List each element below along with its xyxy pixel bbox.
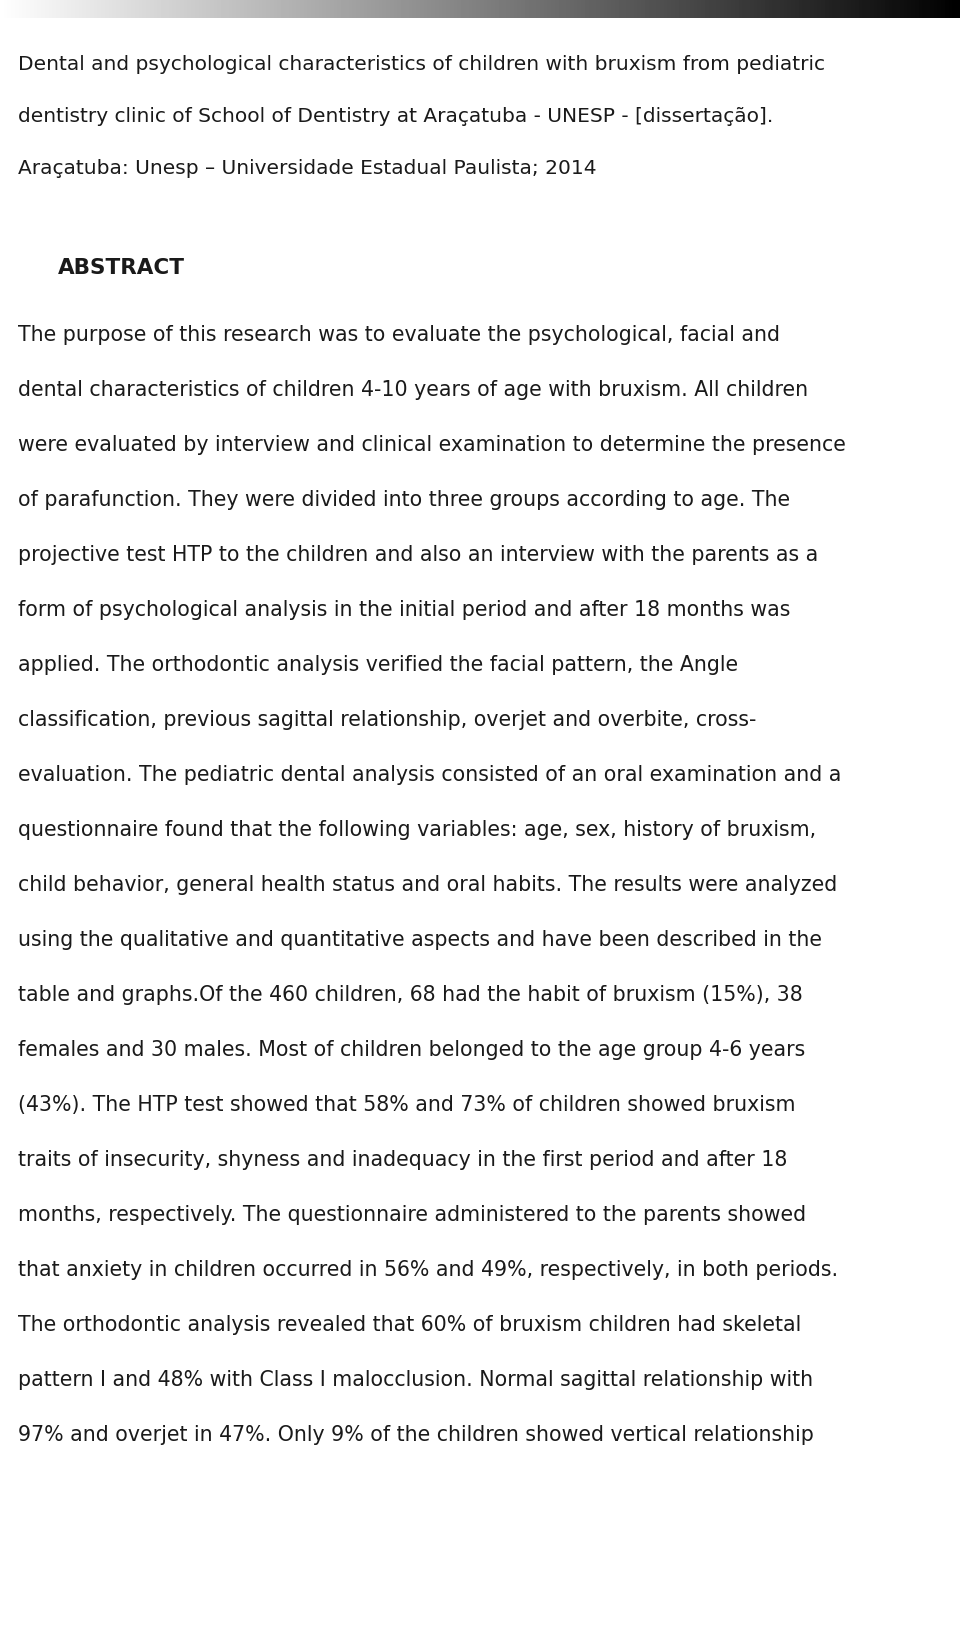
Text: Araçatuba: Unesp – Universidade Estadual Paulista; 2014: Araçatuba: Unesp – Universidade Estadual… [18,159,596,179]
Text: traits of insecurity, shyness and inadequacy in the first period and after 18: traits of insecurity, shyness and inadeq… [18,1151,787,1170]
Text: applied. The orthodontic analysis verified the facial pattern, the Angle: applied. The orthodontic analysis verifi… [18,656,738,675]
Text: dental characteristics of children 4-10 years of age with bruxism. All children: dental characteristics of children 4-10 … [18,380,808,400]
Text: ABSTRACT: ABSTRACT [58,257,185,279]
Text: classification, previous sagittal relationship, overjet and overbite, cross-: classification, previous sagittal relati… [18,710,756,729]
Text: females and 30 males. Most of children belonged to the age group 4-6 years: females and 30 males. Most of children b… [18,1041,805,1060]
Text: The purpose of this research was to evaluate the psychological, facial and: The purpose of this research was to eval… [18,325,780,344]
Text: that anxiety in children occurred in 56% and 49%, respectively, in both periods.: that anxiety in children occurred in 56%… [18,1260,838,1280]
Text: questionnaire found that the following variables: age, sex, history of bruxism,: questionnaire found that the following v… [18,820,816,841]
Text: pattern I and 48% with Class I malocclusion. Normal sagittal relationship with: pattern I and 48% with Class I malocclus… [18,1370,813,1390]
Text: evaluation. The pediatric dental analysis consisted of an oral examination and a: evaluation. The pediatric dental analysi… [18,765,841,785]
Text: dentistry clinic of School of Dentistry at Araçatuba - UNESP - [dissertação].: dentistry clinic of School of Dentistry … [18,107,773,126]
Text: (43%). The HTP test showed that 58% and 73% of children showed bruxism: (43%). The HTP test showed that 58% and … [18,1095,796,1115]
Text: child behavior, general health status and oral habits. The results were analyzed: child behavior, general health status an… [18,875,837,895]
Text: The orthodontic analysis revealed that 60% of bruxism children had skeletal: The orthodontic analysis revealed that 6… [18,1314,802,1336]
Text: form of psychological analysis in the initial period and after 18 months was: form of psychological analysis in the in… [18,600,790,620]
Text: were evaluated by interview and clinical examination to determine the presence: were evaluated by interview and clinical… [18,434,846,456]
Text: table and graphs.Of the 460 children, 68 had the habit of bruxism (15%), 38: table and graphs.Of the 460 children, 68… [18,985,803,1005]
Text: 97% and overjet in 47%. Only 9% of the children showed vertical relationship: 97% and overjet in 47%. Only 9% of the c… [18,1424,814,1446]
Text: Dental and psychological characteristics of children with bruxism from pediatric: Dental and psychological characteristics… [18,56,825,74]
Text: projective test HTP to the children and also an interview with the parents as a: projective test HTP to the children and … [18,546,818,565]
Text: months, respectively. The questionnaire administered to the parents showed: months, respectively. The questionnaire … [18,1205,806,1224]
Text: using the qualitative and quantitative aspects and have been described in the: using the qualitative and quantitative a… [18,929,822,951]
Text: of parafunction. They were divided into three groups according to age. The: of parafunction. They were divided into … [18,490,790,510]
